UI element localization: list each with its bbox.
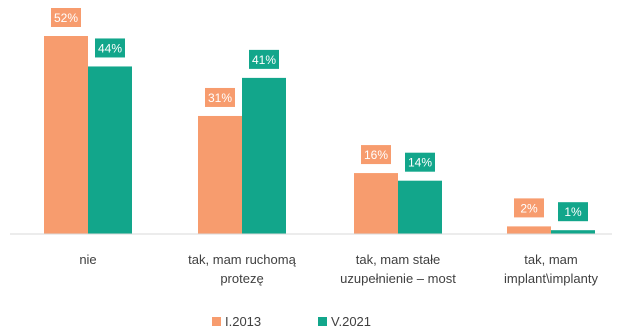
bar-i2013-1 <box>198 115 242 234</box>
category-label-2-line-1: uzupełnienie – most <box>340 271 456 286</box>
legend-swatch <box>318 317 327 326</box>
data-label-v2021-1: 41% <box>249 49 279 69</box>
data-label-v2021-3: 1% <box>558 202 588 222</box>
data-label-text: 52% <box>54 11 78 25</box>
data-label-box <box>361 145 391 165</box>
data-label-i2013-0: 52% <box>51 8 81 27</box>
category-label-1-line-1: protezę <box>220 271 263 286</box>
data-label-box <box>205 87 235 107</box>
value-labels-group: 52% 44% 31% 41% 16% 14% 2% 1% <box>51 8 588 222</box>
bar-i2013-0 <box>44 36 88 234</box>
data-label-text: 1% <box>564 205 582 219</box>
data-label-v2021-0: 44% <box>95 38 125 58</box>
legend: I.2013 V.2021 <box>212 314 371 329</box>
data-label-text: 16% <box>364 148 388 162</box>
data-label-box <box>558 202 588 222</box>
category-label-3-line-0: tak, mam <box>524 252 577 267</box>
data-label-text: 14% <box>408 156 432 170</box>
data-label-box <box>514 198 544 218</box>
data-label-i2013-3: 2% <box>514 198 544 218</box>
data-label-v2021-2: 14% <box>405 152 435 172</box>
data-label-box <box>95 38 125 58</box>
data-label-text: 31% <box>208 91 232 105</box>
data-label-text: 44% <box>98 41 122 55</box>
legend-label: V.2021 <box>331 314 371 329</box>
bars-group <box>44 36 595 234</box>
data-label-i2013-2: 16% <box>361 145 391 165</box>
category-label-1-line-0: tak, mam ruchomą <box>188 252 296 267</box>
bar-v2021-2 <box>398 180 442 234</box>
category-labels-group: nie tak, mam ruchomą protezę tak, mam stałe… <box>79 252 598 286</box>
bar-i2013-3 <box>507 226 551 234</box>
bar-i2013-2 <box>354 173 398 234</box>
category-label-0-line-0: nie <box>79 252 96 267</box>
legend-swatch <box>212 317 221 326</box>
bar-v2021-3 <box>551 230 595 234</box>
data-label-box <box>405 152 435 172</box>
legend-label: I.2013 <box>225 314 261 329</box>
bar-v2021-0 <box>88 66 132 234</box>
data-label-text: 41% <box>252 53 276 67</box>
data-label-box <box>51 8 81 27</box>
legend-item-i2013: I.2013 <box>212 314 261 329</box>
data-label-text: 2% <box>520 201 538 215</box>
data-label-i2013-1: 31% <box>205 87 235 107</box>
legend-item-v2021: V.2021 <box>318 314 371 329</box>
bar-v2021-1 <box>242 77 286 234</box>
data-label-box <box>249 49 279 69</box>
category-label-2-line-0: tak, mam stałe <box>356 252 441 267</box>
category-label-3-line-1: implant\implanty <box>504 271 598 286</box>
